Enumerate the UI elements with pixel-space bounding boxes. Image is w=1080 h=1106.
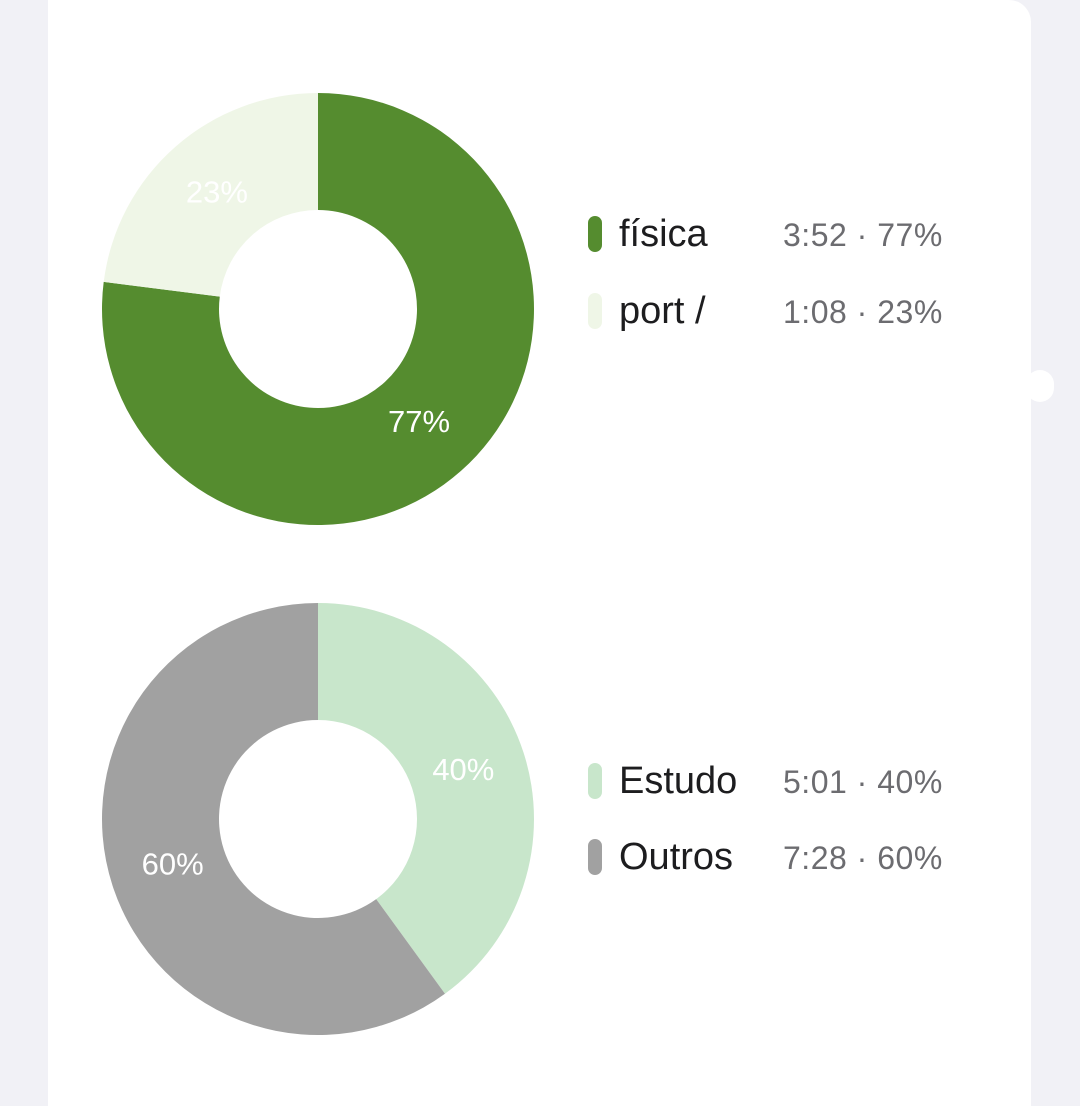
legend-item-fisica[interactable]: física 3:52 · 77% [584, 212, 984, 256]
legend-stat: 1:08 · 23% [783, 294, 943, 330]
legend-stat: 5:01 · 40% [783, 764, 943, 800]
slice-percent-label: 60% [142, 846, 204, 881]
donut-slice-1[interactable] [101, 93, 534, 525]
legend-swatch [588, 293, 602, 329]
legend-label: Estudo [619, 760, 738, 802]
slice-percent-label: 23% [186, 175, 248, 210]
legend-swatch [588, 839, 602, 875]
scroll-indicator [1026, 370, 1054, 402]
legend-swatch [588, 216, 602, 252]
legend-item-estudo[interactable]: Estudo 5:01 · 40% [584, 759, 984, 803]
donut-slice-2[interactable] [103, 93, 319, 297]
legend-label: port / [619, 290, 706, 332]
donut-chart-study: 40% 60% [101, 603, 534, 1035]
legend-item-port[interactable]: port / 1:08 · 23% [584, 289, 984, 333]
legend-stat: 7:28 · 60% [783, 840, 943, 876]
slice-percent-label: 77% [388, 404, 450, 439]
legend-swatch [588, 763, 602, 799]
legend-stat: 3:52 · 77% [783, 217, 943, 253]
legend-label: Outros [619, 836, 734, 878]
donut-slice-2[interactable] [101, 603, 445, 1035]
slice-percent-label: 40% [432, 752, 494, 787]
legend-item-outros[interactable]: Outros 7:28 · 60% [584, 835, 984, 879]
donut-chart-subjects: 77% 23% [101, 93, 534, 525]
legend-label: física [619, 213, 708, 255]
donut-slice-1[interactable] [318, 603, 534, 994]
